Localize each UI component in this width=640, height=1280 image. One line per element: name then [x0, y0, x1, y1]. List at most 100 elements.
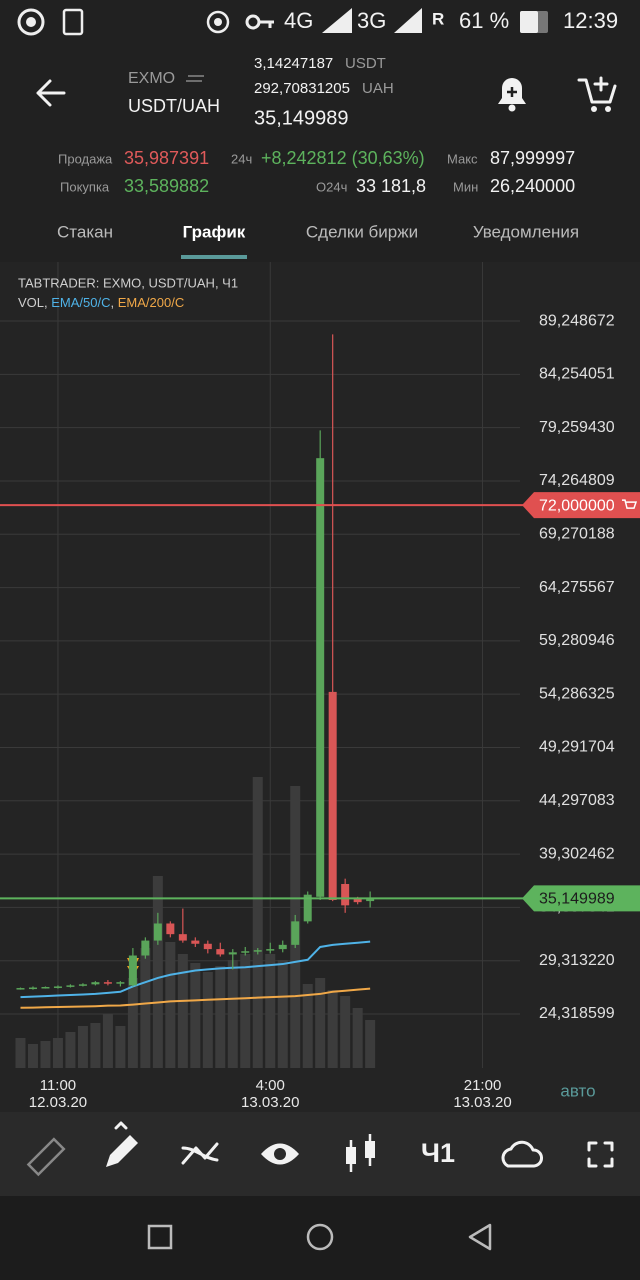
tab-active[interactable]: График — [183, 222, 246, 241]
candle-body — [253, 950, 262, 952]
currency: USDT — [345, 55, 386, 72]
y-tick-label: 49,291704 — [539, 739, 615, 756]
ruler-tool[interactable] — [26, 1137, 66, 1177]
candle-body — [328, 691, 337, 901]
volume-bar — [15, 1038, 26, 1068]
candle-body — [278, 944, 287, 950]
back-button[interactable] — [36, 79, 66, 107]
volume-bar — [265, 954, 276, 1068]
y-tick-label: 39,302462 — [539, 845, 615, 862]
timeframe-button[interactable]: Ч1 — [421, 1138, 455, 1168]
volume-bar — [77, 1026, 88, 1068]
cart-icon — [591, 106, 597, 112]
x-tick-label: 21:00 — [464, 1077, 502, 1094]
cart-icon — [577, 78, 617, 104]
candle-body — [153, 923, 162, 941]
volume-bar — [177, 954, 188, 1068]
tab[interactable]: Сделки биржи — [306, 222, 418, 241]
key-icon — [259, 20, 274, 28]
x-tick-label: 11:00 — [40, 1077, 76, 1094]
y-tick-label: 54,286325 — [539, 685, 615, 702]
stat-label: Мин — [453, 179, 478, 194]
exchange-logo — [186, 75, 204, 82]
candle-body — [216, 949, 225, 955]
candle-body — [28, 987, 37, 990]
price-tag — [522, 885, 640, 912]
signal-icon — [322, 8, 352, 33]
pencil-icon — [106, 1135, 138, 1167]
signal-icon — [394, 8, 422, 33]
candle-body — [128, 955, 137, 986]
network-label: 3G — [357, 8, 386, 33]
stat-value: 26,240000 — [490, 176, 575, 196]
candle-body — [291, 921, 300, 945]
tab[interactable]: Уведомления — [473, 222, 579, 241]
cart-plus — [593, 76, 609, 92]
candle-body — [53, 986, 62, 988]
price-tag-label: 72,000000 — [539, 497, 615, 514]
tab[interactable]: Стакан — [57, 222, 113, 241]
candle-body — [78, 984, 87, 986]
x-tick-label: 4:00 — [256, 1077, 285, 1094]
cloud-tool[interactable] — [501, 1140, 543, 1168]
fullscreen-tool[interactable] — [587, 1141, 614, 1168]
legend-separator: , — [111, 295, 115, 310]
scale-mode[interactable]: авто — [560, 1081, 595, 1100]
x-tick-date: 13.03.20 — [453, 1094, 511, 1111]
candle-body — [191, 940, 200, 944]
nav-home[interactable] — [306, 1223, 334, 1251]
ruler-icon — [26, 1137, 66, 1177]
volume-bar — [165, 942, 176, 1068]
nav-back[interactable] — [468, 1223, 492, 1251]
pair-name: USDT/UAH — [128, 96, 220, 116]
candle-body — [353, 898, 362, 903]
header-bg — [0, 0, 640, 262]
volume-bar — [227, 960, 238, 1068]
stat-label: Продажа — [58, 151, 113, 166]
pencil-icon — [114, 1121, 128, 1130]
y-tick-label: 84,254051 — [539, 366, 615, 383]
candle-body — [166, 923, 175, 935]
indicators-tool[interactable] — [181, 1142, 219, 1165]
y-tick-label: 59,280946 — [539, 632, 615, 649]
battery-label: 61 % — [459, 8, 509, 33]
y-tick-label: 79,259430 — [539, 419, 615, 436]
candle-body — [116, 982, 125, 984]
bell-plus — [507, 87, 517, 97]
volume-bar — [340, 996, 351, 1068]
candle-body — [366, 898, 375, 902]
candle-body — [316, 458, 325, 897]
candle-body — [178, 934, 187, 941]
candle-body — [303, 894, 312, 922]
volume-bar — [140, 948, 151, 1068]
y-tick-label: 44,297083 — [539, 792, 615, 809]
legend-item: EMA/50/C — [51, 295, 110, 310]
volume-bar — [315, 978, 326, 1068]
ema-line — [20, 940, 371, 999]
volume-bar — [277, 960, 288, 1068]
hotspot-icon — [214, 18, 222, 26]
alert-button[interactable] — [498, 78, 526, 112]
order-icon — [622, 499, 638, 509]
exchange-name: EXMO — [128, 70, 175, 87]
legend-item: VOL, — [18, 295, 48, 310]
draw-tool[interactable] — [106, 1121, 138, 1167]
volume-bar — [152, 876, 163, 1068]
stat-value: 33,589882 — [124, 176, 209, 196]
battery-icon — [520, 11, 538, 33]
y-tick-label: 69,270188 — [539, 525, 615, 542]
candle-body — [66, 985, 75, 987]
candle-body — [266, 949, 275, 951]
clock: 12:39 — [563, 8, 618, 33]
eye-icon — [274, 1148, 286, 1160]
nav-recents[interactable] — [147, 1224, 173, 1250]
hotspot-icon — [206, 10, 230, 34]
y-tick-label: 64,275567 — [539, 579, 615, 596]
ema-line — [20, 987, 371, 1009]
candle-body — [91, 982, 100, 985]
chart-type-tool[interactable] — [346, 1134, 375, 1172]
volume-bar — [102, 1014, 113, 1068]
order-button[interactable] — [577, 76, 617, 112]
tab-indicator — [181, 255, 247, 259]
visibility-tool[interactable] — [261, 1143, 299, 1165]
